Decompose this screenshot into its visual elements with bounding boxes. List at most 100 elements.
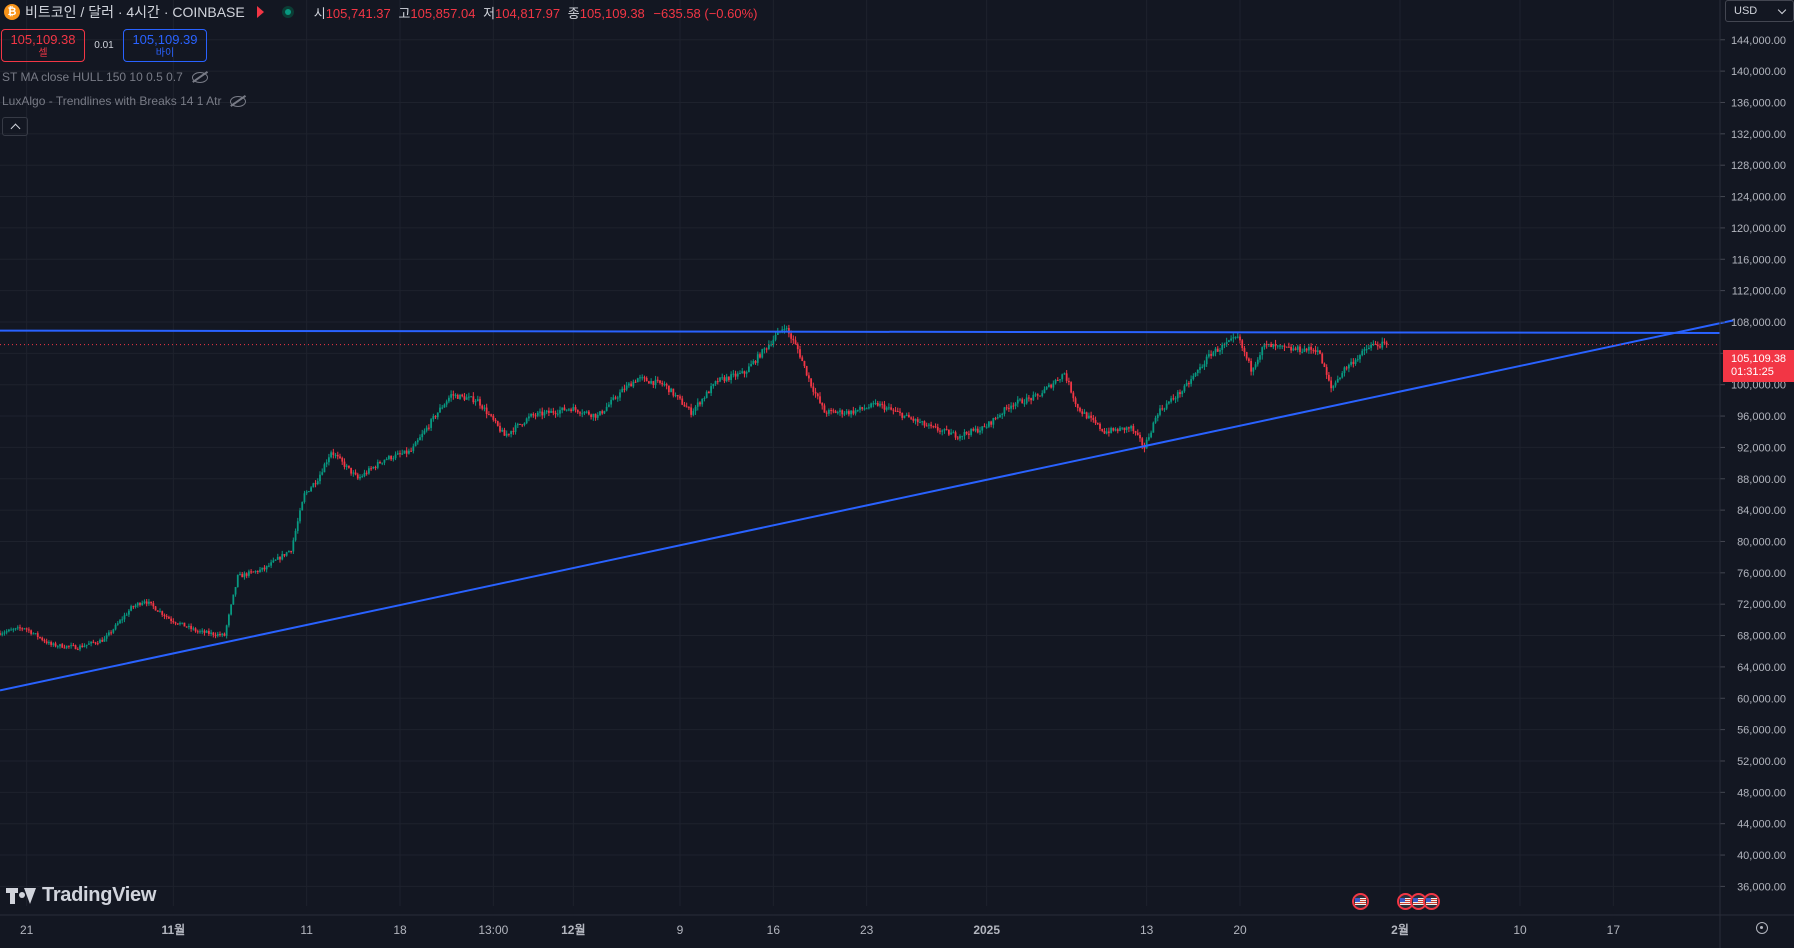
buy-button[interactable]: 105,109.39 바이	[123, 29, 207, 62]
candle	[607, 401, 610, 408]
candle-body	[134, 605, 137, 608]
candle	[1361, 348, 1364, 357]
candle-body	[459, 394, 461, 399]
time-axis[interactable]: 21 11월 11 18 13:00 12월 9 16 23 2025 13 20 2월 10 17	[0, 914, 1794, 937]
settings-icon[interactable]	[1756, 922, 1768, 934]
candle-body	[274, 559, 277, 561]
candle-body	[430, 419, 433, 428]
candle-body	[505, 433, 508, 436]
candle	[972, 427, 975, 432]
candle-body	[1274, 344, 1277, 346]
candle-body	[316, 481, 319, 485]
tradingview-logo[interactable]: TradingView	[6, 884, 156, 907]
candle	[976, 426, 979, 434]
candle-body	[907, 414, 910, 418]
candle-body	[556, 413, 559, 415]
candle	[194, 627, 197, 633]
candle	[1321, 352, 1324, 364]
candle	[623, 384, 626, 393]
sell-button[interactable]: 105,109.38 셀	[1, 29, 85, 62]
candle	[54, 641, 57, 648]
candle-body	[730, 374, 733, 381]
candle-body	[163, 614, 166, 617]
candle	[1285, 346, 1288, 348]
candle	[834, 409, 837, 414]
candle-body	[387, 455, 390, 460]
candle-body	[345, 465, 348, 467]
candle	[1125, 426, 1128, 433]
candle-body	[1114, 429, 1117, 431]
candle-body	[1019, 399, 1021, 401]
currency-select[interactable]: USD	[1725, 0, 1794, 22]
candle-body	[1354, 359, 1357, 365]
candle	[732, 369, 735, 378]
economic-event-us-flag-icon[interactable]	[1423, 893, 1440, 910]
candle-body	[994, 418, 997, 420]
candle-body	[476, 399, 479, 402]
price-axis[interactable]: 144,000.00 140,000.00 136,000.00 132,000.00…	[1719, 0, 1786, 948]
candle-body	[63, 647, 66, 649]
candle-body	[519, 423, 521, 425]
candle-body	[285, 552, 288, 556]
candle-body	[90, 641, 93, 644]
candle	[41, 636, 44, 642]
candle	[1332, 385, 1335, 391]
candle	[1003, 406, 1006, 417]
candle-body	[1236, 336, 1239, 338]
candle-body	[881, 403, 884, 405]
candle-body	[281, 554, 284, 560]
bitcoin-icon[interactable]: ₿	[4, 4, 20, 20]
candle-body	[825, 412, 828, 414]
candle-body	[1216, 348, 1219, 352]
candle	[56, 645, 59, 649]
market-status-icon[interactable]	[281, 6, 294, 18]
candle	[963, 429, 966, 440]
candle	[105, 632, 108, 642]
candle-body	[732, 373, 735, 375]
candle-body	[150, 601, 153, 604]
candle	[1181, 390, 1184, 398]
eye-hidden-icon[interactable]	[191, 71, 208, 83]
candle-body	[1319, 350, 1321, 354]
candle-body	[987, 421, 990, 427]
candle	[167, 615, 170, 619]
collapse-indicators-button[interactable]	[2, 117, 28, 136]
candle-body	[1263, 344, 1266, 348]
candle-body	[341, 457, 344, 462]
candle	[799, 345, 801, 359]
candle-body	[1123, 427, 1126, 431]
candle	[807, 372, 810, 383]
price-tick-label: 52,000.00	[1737, 756, 1786, 768]
indicator-luxalgo[interactable]: LuxAlgo - Trendlines with Breaks 14 1 At…	[2, 94, 247, 108]
eye-hidden-icon[interactable]	[230, 95, 247, 107]
candle	[694, 405, 697, 415]
price-tick-label: 44,000.00	[1737, 819, 1786, 831]
candle	[479, 396, 481, 409]
candle-body	[1036, 394, 1039, 396]
sell-price: 105,109.38	[10, 32, 76, 47]
candle	[23, 627, 26, 630]
candle-body	[572, 407, 575, 412]
candle-body	[790, 333, 793, 339]
candle-body	[450, 394, 453, 398]
candle-body	[943, 429, 946, 431]
candle	[512, 427, 515, 435]
candle-body	[65, 645, 68, 648]
candle	[1056, 377, 1059, 382]
flag-icon[interactable]	[256, 6, 264, 18]
candle-body	[374, 466, 377, 468]
trendline	[0, 329, 1721, 334]
candle-body	[52, 643, 55, 645]
candle-body	[130, 606, 133, 611]
candle-body	[550, 411, 553, 413]
candle	[941, 429, 944, 436]
candle	[1183, 384, 1186, 393]
symbol-title[interactable]: 비트코인 / 달러 · 4시간 · COINBASE	[25, 4, 245, 20]
candle-body	[581, 413, 584, 415]
economic-event-us-flag-icon[interactable]	[1352, 893, 1369, 910]
price-tick-label: 100,000.00	[1731, 380, 1786, 392]
candle-body	[201, 630, 204, 632]
candle-body	[110, 632, 113, 634]
indicator-st-ma[interactable]: ST MA close HULL 150 10 0.5 0.7	[2, 70, 208, 84]
